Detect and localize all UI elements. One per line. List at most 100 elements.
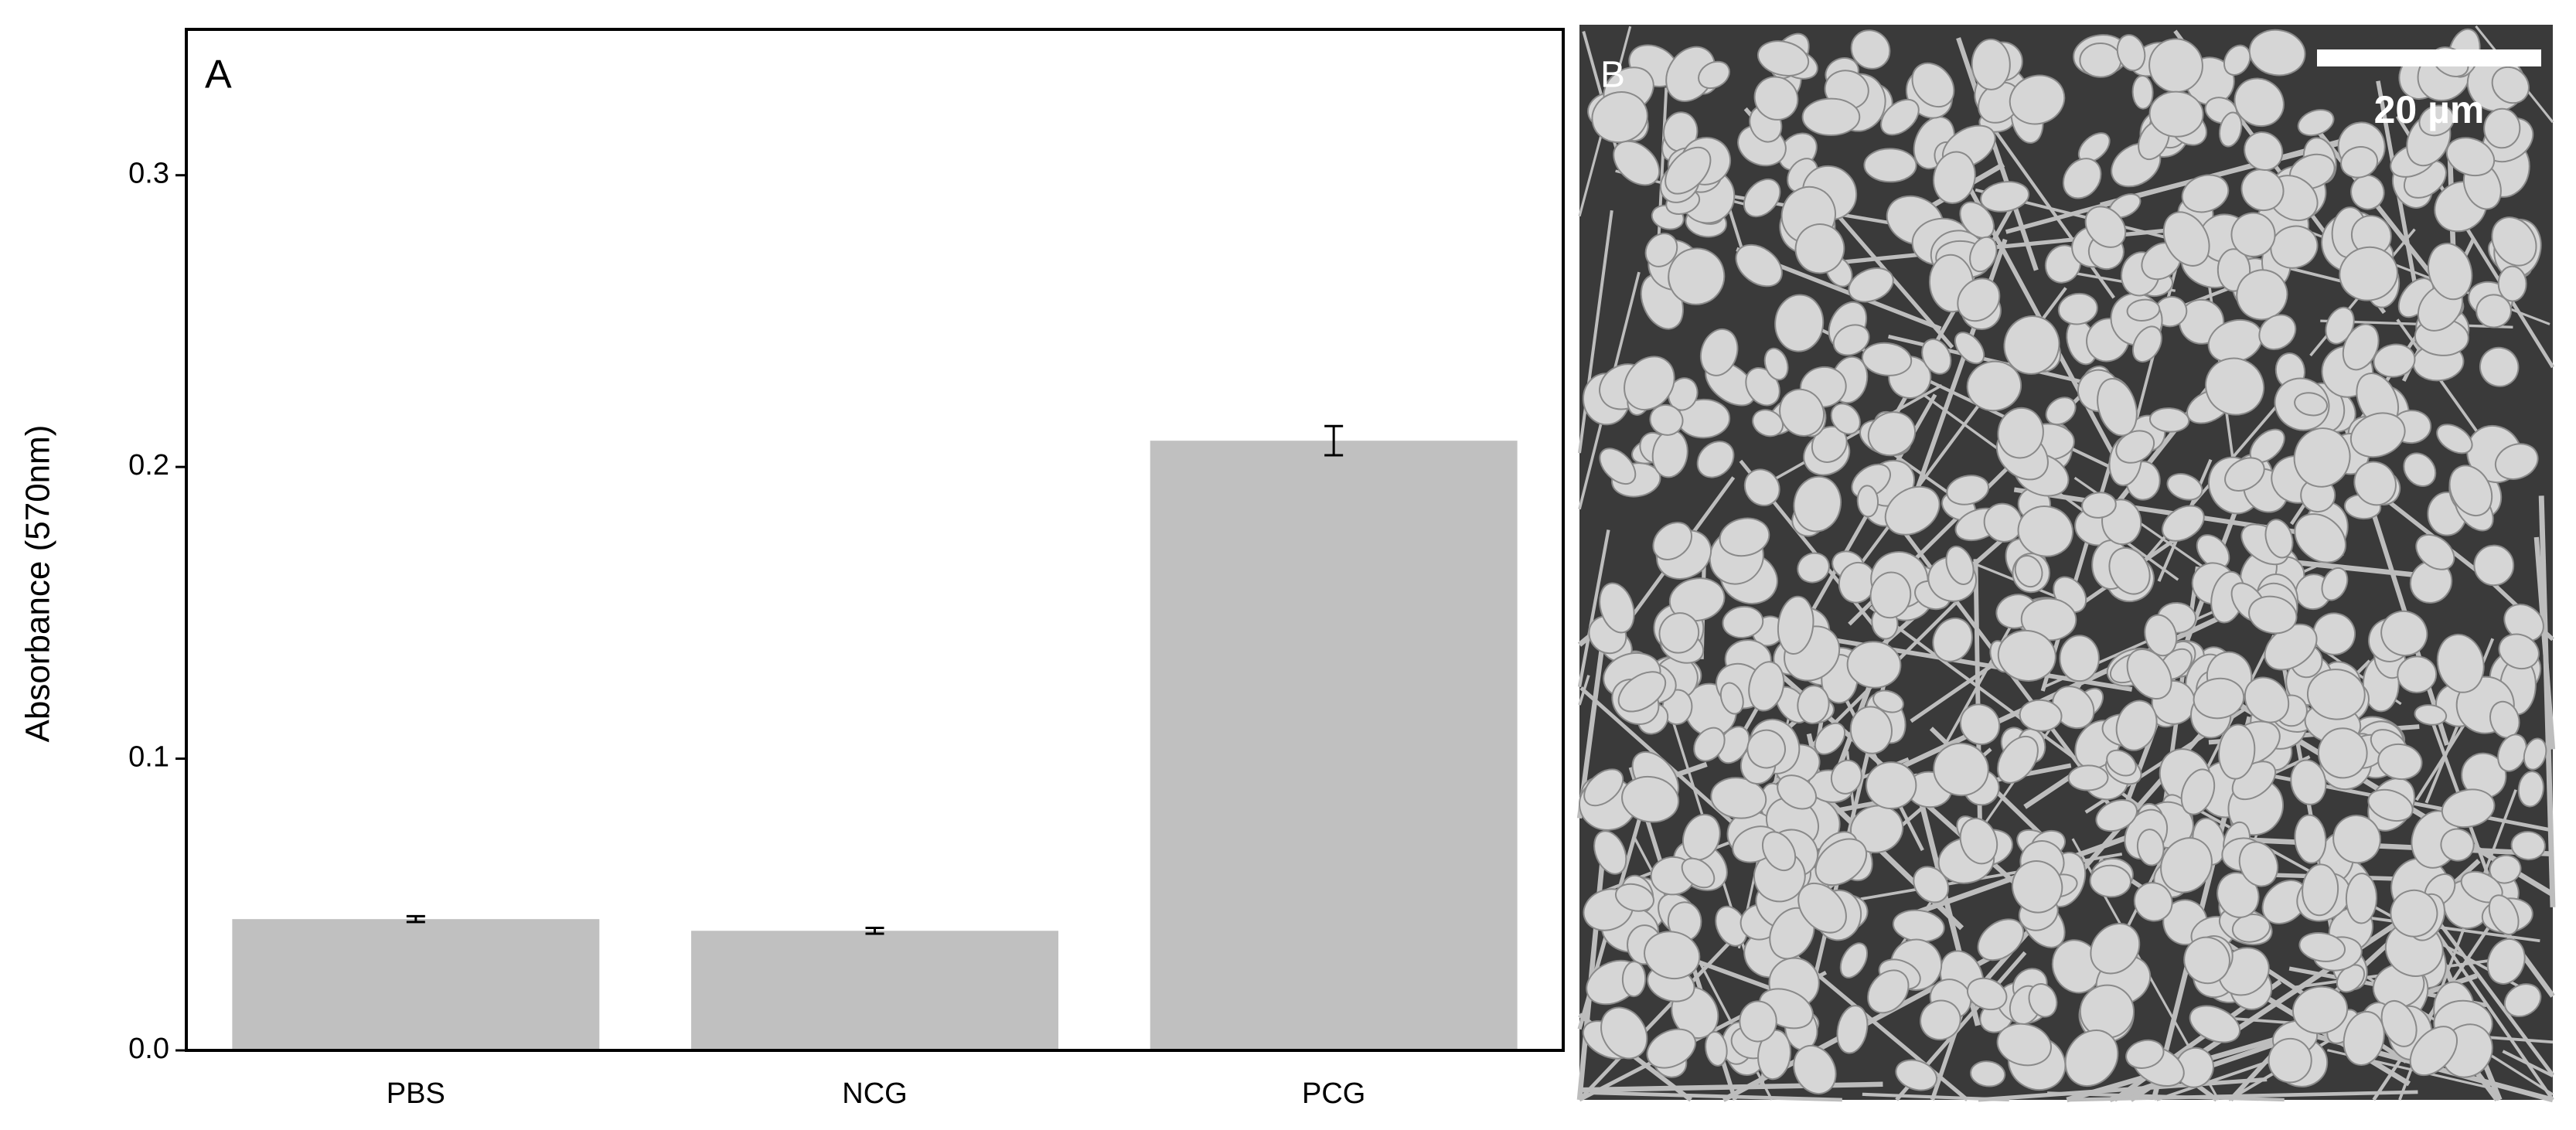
cells [1576,25,2556,1103]
cell [2044,244,2081,284]
cell [2498,633,2540,670]
cell [2339,246,2398,301]
cell [1621,775,1680,823]
fiber [2353,914,2540,943]
cell [1665,146,1712,195]
cell [2445,137,2496,177]
cell [2340,146,2379,179]
cell [1863,148,1917,183]
cell [2248,29,2306,77]
cell [1957,277,2001,322]
cell [2089,864,2132,898]
cell [2440,828,2475,862]
cell [1752,409,1784,437]
cell [1980,181,2030,213]
fiber [1578,209,1613,454]
cell [2475,294,2512,328]
fiber [1978,1077,2268,1102]
cell [1699,328,1739,376]
cell [1722,605,1764,638]
cell [2373,343,2416,378]
cell [1814,722,1846,755]
cell [1719,682,1744,715]
cell [2126,298,2161,322]
cell [2403,452,2437,487]
cell [2148,38,2203,94]
cell [1983,502,2023,543]
cell [2045,397,2077,426]
cell [1884,485,1941,536]
cell [1696,441,1735,478]
bar [1150,441,1518,1050]
cell [1850,29,1891,70]
cell [2497,265,2527,302]
fiber [1956,37,2039,271]
cell [1644,233,1678,267]
cell [2219,111,2243,148]
cell [1757,40,1810,77]
fiber [1590,1091,1842,1102]
cell [2126,648,2172,699]
fiber [1838,223,2227,265]
cell [2268,1037,2312,1084]
y-tick-label: 0.0 [128,1033,169,1065]
fiber [2533,536,2556,750]
cell [2523,737,2547,771]
error-bar [1324,424,1344,457]
cell [2291,985,2349,1034]
cell [1761,831,1797,872]
cell [2162,505,2205,542]
cell [1867,411,1917,457]
cell [2380,1000,2418,1047]
cell [1997,407,2044,459]
cell [1966,360,2022,412]
cell [2057,292,2098,325]
cell [2428,243,2473,301]
micrograph: 20 µm B [1576,25,2556,1103]
scale-bar-label: 20 µm [2374,88,2485,131]
x-tick-label: PCG [1302,1077,1365,1110]
cell [1705,1031,1728,1067]
cell [1649,403,1684,436]
cell [2448,465,2493,517]
cell [2390,889,2438,938]
cell [2144,614,2178,657]
cell [2345,873,2378,924]
cell [1872,689,1904,713]
cell [2317,727,2368,779]
cell [2258,314,2297,350]
cell [2306,669,2366,720]
cell [2116,34,2146,72]
cell [2342,323,2380,371]
cell [1774,294,1825,352]
cell [2353,461,2397,506]
cell [2160,837,2213,893]
cell [2380,610,2428,657]
cell [1739,1000,1777,1043]
cell [1591,91,1648,144]
cell [1753,76,1799,121]
cell [2136,829,2165,866]
cell [1920,999,1961,1041]
cell [1856,485,1879,518]
cell [1830,759,1862,795]
cell [2418,104,2455,137]
cell [1921,338,1952,375]
cell [2494,443,2539,480]
cell [2491,66,2530,104]
cell [2012,860,2063,914]
cell [1777,595,1814,655]
cell [2079,43,2122,78]
cell [2483,107,2521,149]
cell [1613,140,1661,186]
cell [1959,703,2001,745]
y-tick-label: 0.1 [128,741,169,774]
cell [2479,346,2520,387]
cell [1971,38,2011,90]
cell [2131,75,2154,110]
cell [1748,661,1785,712]
cell [1911,62,1955,108]
fiber [1578,675,1590,706]
cell [2166,473,2203,501]
cell [2059,635,2100,682]
